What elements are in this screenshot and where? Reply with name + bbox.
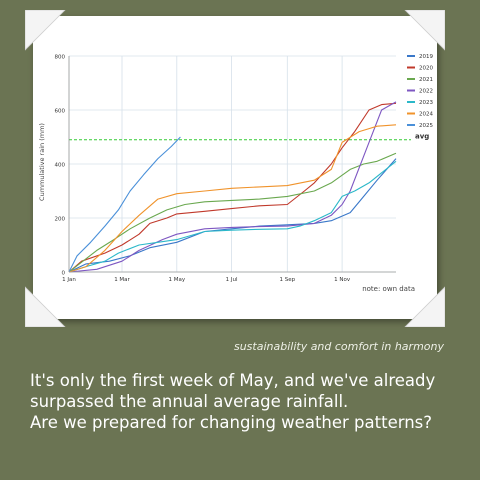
- photo-corner-top-left: [25, 10, 66, 51]
- series-line-2022: [68, 101, 397, 273]
- x-tick-label: 1 Nov: [334, 277, 351, 283]
- x-tick-label: 1 Mar: [114, 277, 130, 283]
- message-line: surpassed the annual average rainfall.: [30, 392, 349, 411]
- y-tick-label: 400: [55, 163, 66, 169]
- legend-label-2023: 2023: [419, 100, 433, 106]
- series-line-2025: [68, 136, 181, 273]
- y-tick-label: 800: [55, 55, 66, 61]
- y-axis-label: Cummulative rain (mm): [38, 123, 46, 201]
- y-tick-label: 600: [55, 109, 66, 115]
- message-text: It's only the first week of May, and we'…: [30, 370, 460, 433]
- legend-label-2024: 2024: [419, 112, 433, 118]
- legend-label-2025: 2025: [419, 123, 433, 129]
- legend-label-2019: 2019: [419, 54, 433, 60]
- legend-label-2021: 2021: [419, 77, 433, 83]
- series-line-2023: [68, 160, 397, 273]
- series-line-2024: [68, 124, 397, 273]
- x-tick-label: 1 Sep: [279, 277, 295, 283]
- x-tick-label: 1 May: [168, 277, 185, 283]
- x-tick-label: 1 Jul: [226, 277, 238, 283]
- y-tick-label: 200: [55, 217, 66, 223]
- series-line-2019: [68, 158, 397, 273]
- note-text: note: own data: [362, 285, 415, 293]
- legend-label-2022: 2022: [419, 89, 433, 95]
- series-line-2021: [68, 152, 397, 273]
- photo-corner-bottom-left: [25, 286, 66, 327]
- y-tick-label: 0: [62, 271, 66, 277]
- message-line: It's only the first week of May, and we'…: [30, 371, 436, 390]
- legend-label-2020: 2020: [419, 66, 433, 72]
- avg-label: avg: [415, 133, 429, 141]
- message-line: Are we prepared for changing weather pat…: [30, 413, 433, 432]
- photo-corner-bottom-right: [404, 286, 445, 327]
- photo-corner-top-right: [404, 10, 445, 51]
- tagline: sustainability and comfort in harmony: [233, 340, 444, 353]
- rain-chart: avg 0 200 400 600 800 1 Jan 1 Mar 1 May 1 Jul 1 S…: [38, 54, 433, 293]
- series-line-2020: [68, 102, 397, 273]
- chart-card: avg 0 200 400 600 800 1 Jan 1 Mar 1 May 1 Jul 1 S…: [25, 10, 445, 327]
- x-tick-label: 1 Jan: [62, 277, 76, 283]
